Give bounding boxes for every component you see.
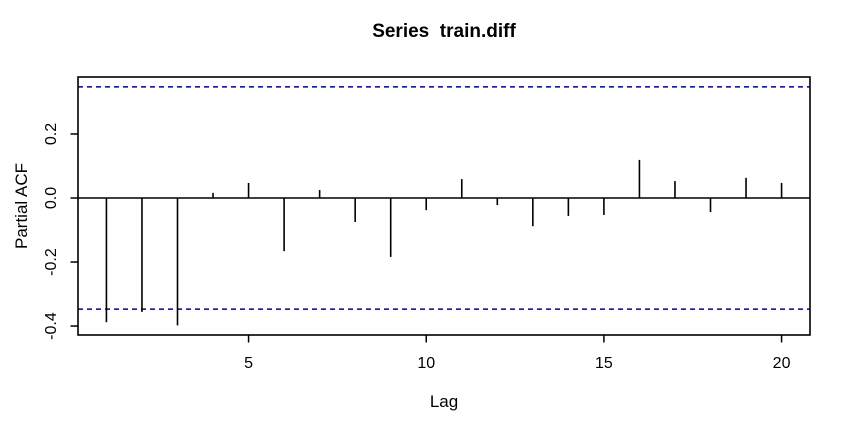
plot-box xyxy=(77,76,811,336)
x-tick-label: 5 xyxy=(244,355,253,372)
x-tick-label: 20 xyxy=(773,355,791,372)
x-axis-label: Lag xyxy=(429,392,459,411)
x-tick-label: 15 xyxy=(595,355,613,372)
y-tick-label: -0.4 xyxy=(43,312,60,340)
y-tick-label: -0.2 xyxy=(43,248,60,276)
y-tick-label: 0.0 xyxy=(43,187,60,209)
x-tick-label: 10 xyxy=(417,355,435,372)
chart-title: Series train.diff xyxy=(372,21,516,42)
y-tick-label: 0.2 xyxy=(43,123,60,145)
